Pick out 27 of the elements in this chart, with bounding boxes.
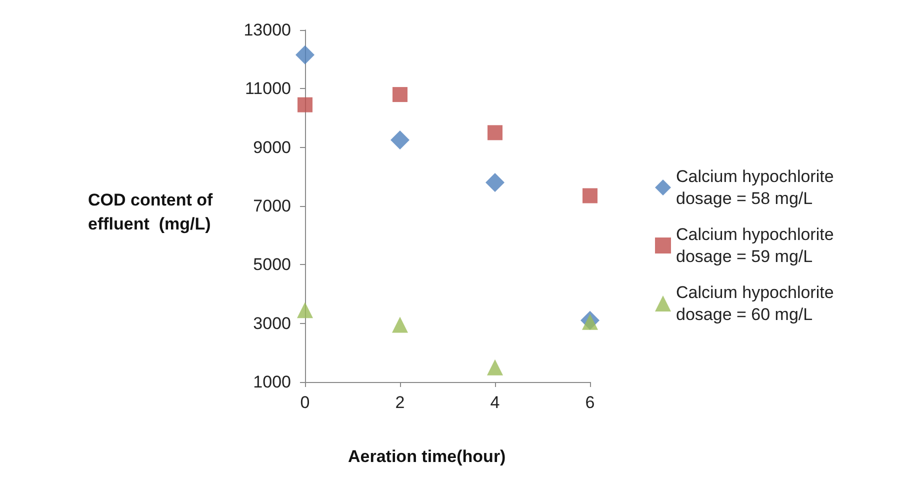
y-axis-title: COD content of effluent (mg/L)	[88, 190, 218, 234]
legend-label: Calcium hypochlorite dosage = 60 mg/L	[676, 283, 839, 324]
point	[297, 302, 313, 318]
point	[296, 45, 314, 64]
y-tick-label: 3000	[253, 314, 291, 333]
point	[582, 314, 598, 330]
y-tick-label: 13000	[244, 20, 291, 40]
point	[487, 359, 503, 376]
point	[486, 173, 504, 192]
x-tick-label: 4	[490, 393, 500, 412]
point	[582, 188, 598, 204]
y-tick-label: 7000	[253, 196, 291, 216]
x-tick-label: 2	[395, 393, 405, 412]
point	[392, 87, 408, 102]
y-tick-label: 5000	[253, 255, 291, 274]
x-tick-label: 0	[300, 393, 310, 412]
legend-label: Calcium hypochlorite dosage = 58 mg/L	[676, 167, 839, 208]
point	[298, 97, 312, 112]
x-axis-title: Aeration time(hour)	[348, 447, 506, 466]
x-tick-label: 6	[585, 393, 595, 412]
point	[392, 316, 408, 333]
point	[488, 125, 502, 140]
y-tick-label: 11000	[244, 79, 291, 98]
y-tick-label: 9000	[253, 138, 291, 157]
legend-label: Calcium hypochlorite dosage = 59 mg/L	[676, 225, 839, 266]
point	[390, 130, 410, 150]
y-tick-label: 1000	[253, 372, 291, 392]
